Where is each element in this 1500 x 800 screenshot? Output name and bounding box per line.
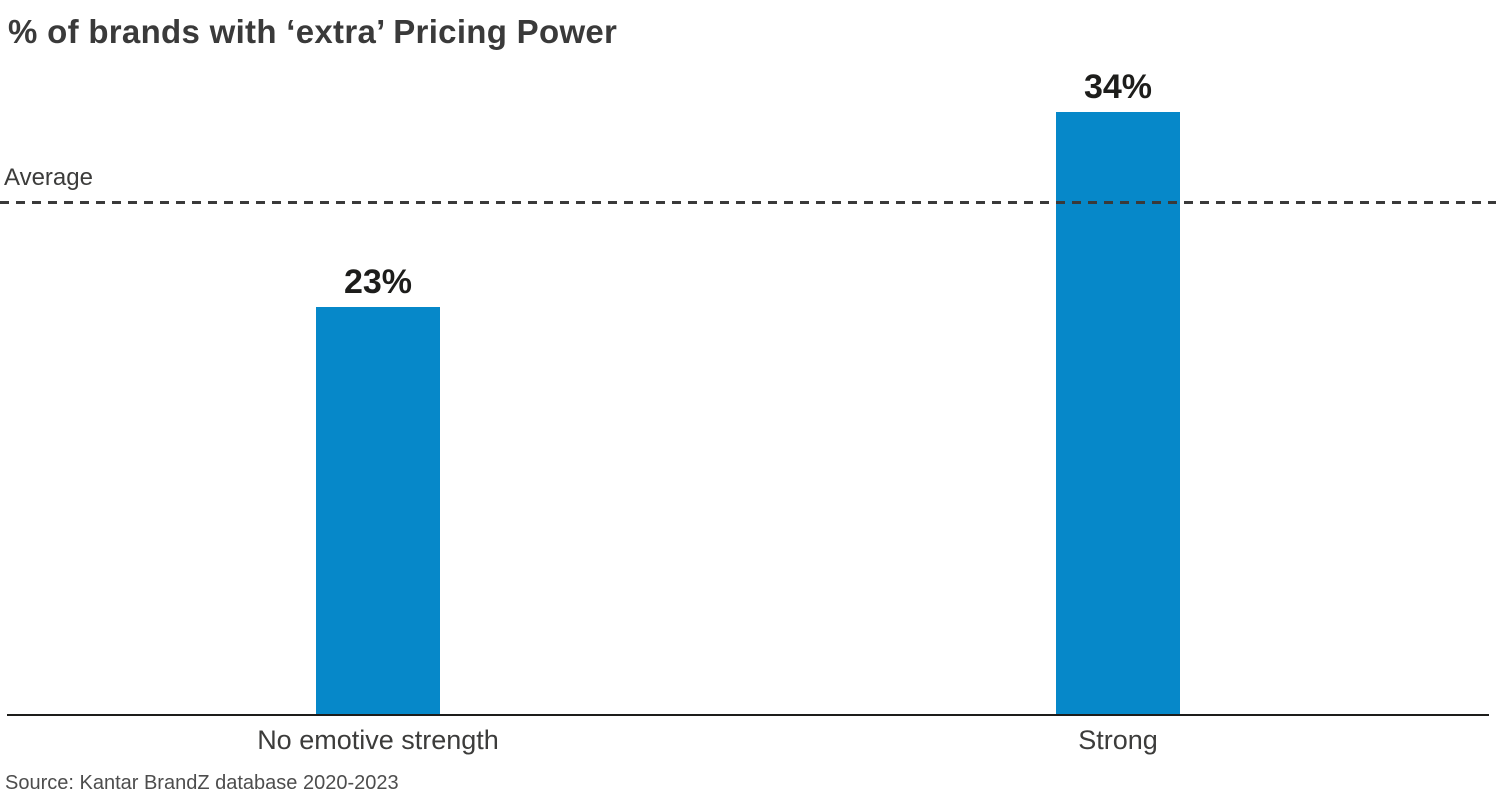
chart-title: % of brands with ‘extra’ Pricing Power	[8, 13, 618, 50]
value-label-0: 23%	[343, 263, 413, 301]
x-axis	[7, 714, 1489, 716]
average-label: Average	[4, 164, 93, 191]
bar-0	[316, 307, 440, 714]
source-note: Source: Kantar BrandZ database 2020-2023	[5, 772, 399, 794]
bar-1	[1056, 112, 1180, 714]
average-line	[0, 201, 1496, 204]
category-label-0: No emotive strength	[257, 725, 499, 755]
value-label-1: 34%	[1083, 68, 1153, 106]
category-label-1: Strong	[1078, 725, 1158, 755]
